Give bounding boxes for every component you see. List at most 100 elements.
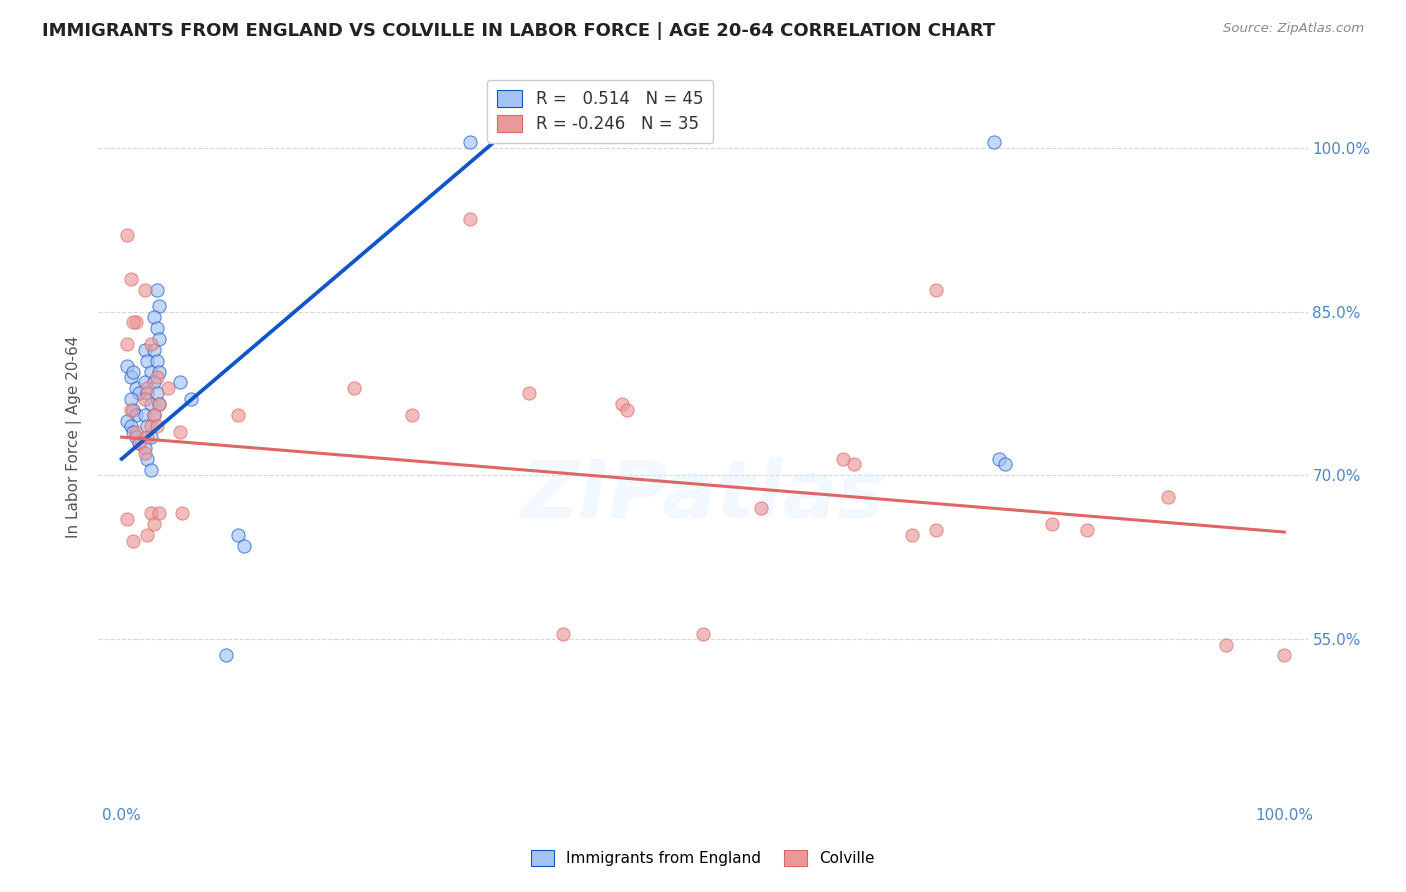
Point bbox=[988, 451, 1011, 466]
Text: Source: ZipAtlas.com: Source: ZipAtlas.com bbox=[1223, 22, 1364, 36]
Point bbox=[692, 626, 714, 640]
Point bbox=[145, 419, 167, 434]
Point bbox=[139, 463, 162, 477]
Point bbox=[401, 409, 423, 423]
Point bbox=[831, 451, 853, 466]
Point bbox=[128, 435, 150, 450]
Point bbox=[145, 321, 167, 335]
Point bbox=[460, 211, 482, 226]
Point bbox=[148, 397, 170, 411]
Point bbox=[117, 512, 139, 526]
Text: IMMIGRANTS FROM ENGLAND VS COLVILLE IN LABOR FORCE | AGE 20-64 CORRELATION CHART: IMMIGRANTS FROM ENGLAND VS COLVILLE IN L… bbox=[42, 22, 995, 40]
Point bbox=[122, 533, 145, 548]
Point bbox=[215, 648, 238, 663]
Point bbox=[134, 392, 156, 406]
Point bbox=[143, 409, 166, 423]
Point bbox=[122, 425, 145, 439]
Point bbox=[553, 626, 575, 640]
Point bbox=[148, 365, 170, 379]
Point bbox=[139, 365, 162, 379]
Point bbox=[122, 365, 145, 379]
Point bbox=[134, 343, 156, 357]
Point bbox=[749, 501, 772, 516]
Point bbox=[136, 419, 159, 434]
Point bbox=[143, 376, 166, 390]
Point bbox=[136, 430, 159, 444]
Point bbox=[139, 419, 162, 434]
Point bbox=[169, 376, 191, 390]
Point bbox=[226, 528, 249, 542]
Point bbox=[460, 136, 482, 150]
Point bbox=[1215, 638, 1237, 652]
Point bbox=[148, 299, 170, 313]
Point bbox=[983, 136, 1005, 150]
Point bbox=[117, 228, 139, 243]
Point bbox=[145, 370, 167, 384]
Point bbox=[139, 430, 162, 444]
Point bbox=[122, 402, 145, 417]
Point bbox=[136, 528, 159, 542]
Point bbox=[124, 425, 146, 439]
Point bbox=[134, 446, 156, 460]
Point bbox=[1040, 517, 1063, 532]
Point bbox=[232, 539, 254, 553]
Point bbox=[343, 381, 366, 395]
Point bbox=[517, 386, 540, 401]
Point bbox=[128, 435, 150, 450]
Point bbox=[145, 283, 167, 297]
Point bbox=[136, 386, 159, 401]
Point bbox=[120, 370, 142, 384]
Point bbox=[136, 451, 159, 466]
Point bbox=[924, 523, 946, 537]
Point bbox=[139, 397, 162, 411]
Point bbox=[148, 507, 170, 521]
Text: ZIPatlas: ZIPatlas bbox=[520, 457, 886, 534]
Point bbox=[172, 507, 194, 521]
Point bbox=[1076, 523, 1098, 537]
Point bbox=[143, 343, 166, 357]
Point bbox=[136, 381, 159, 395]
Point bbox=[616, 402, 638, 417]
Point bbox=[128, 386, 150, 401]
Point bbox=[148, 397, 170, 411]
Point bbox=[143, 409, 166, 423]
Point bbox=[124, 409, 146, 423]
Point bbox=[180, 392, 202, 406]
Point bbox=[1272, 648, 1295, 663]
Point bbox=[143, 310, 166, 324]
Point bbox=[120, 272, 142, 286]
Point bbox=[124, 430, 146, 444]
Point bbox=[145, 386, 167, 401]
Point bbox=[120, 419, 142, 434]
Point bbox=[117, 414, 139, 428]
Point bbox=[120, 402, 142, 417]
Point bbox=[157, 381, 180, 395]
Point bbox=[226, 409, 249, 423]
Point bbox=[134, 283, 156, 297]
Point bbox=[924, 283, 946, 297]
Point bbox=[120, 392, 142, 406]
Point bbox=[139, 337, 162, 351]
Point bbox=[117, 359, 139, 373]
Point bbox=[901, 528, 924, 542]
Point bbox=[844, 458, 866, 472]
Y-axis label: In Labor Force | Age 20-64: In Labor Force | Age 20-64 bbox=[66, 336, 83, 538]
Point bbox=[134, 409, 156, 423]
Point bbox=[139, 507, 162, 521]
Point bbox=[169, 425, 191, 439]
Legend: R =   0.514   N = 45, R = -0.246   N = 35: R = 0.514 N = 45, R = -0.246 N = 35 bbox=[488, 79, 713, 143]
Point bbox=[122, 315, 145, 329]
Point bbox=[136, 353, 159, 368]
Point bbox=[124, 315, 146, 329]
Point bbox=[145, 353, 167, 368]
Point bbox=[1157, 490, 1180, 504]
Point bbox=[148, 332, 170, 346]
Point bbox=[134, 376, 156, 390]
Point bbox=[124, 381, 146, 395]
Point bbox=[994, 458, 1017, 472]
Point bbox=[134, 441, 156, 455]
Point bbox=[143, 517, 166, 532]
Point bbox=[117, 337, 139, 351]
Legend: Immigrants from England, Colville: Immigrants from England, Colville bbox=[522, 841, 884, 875]
Point bbox=[610, 397, 633, 411]
